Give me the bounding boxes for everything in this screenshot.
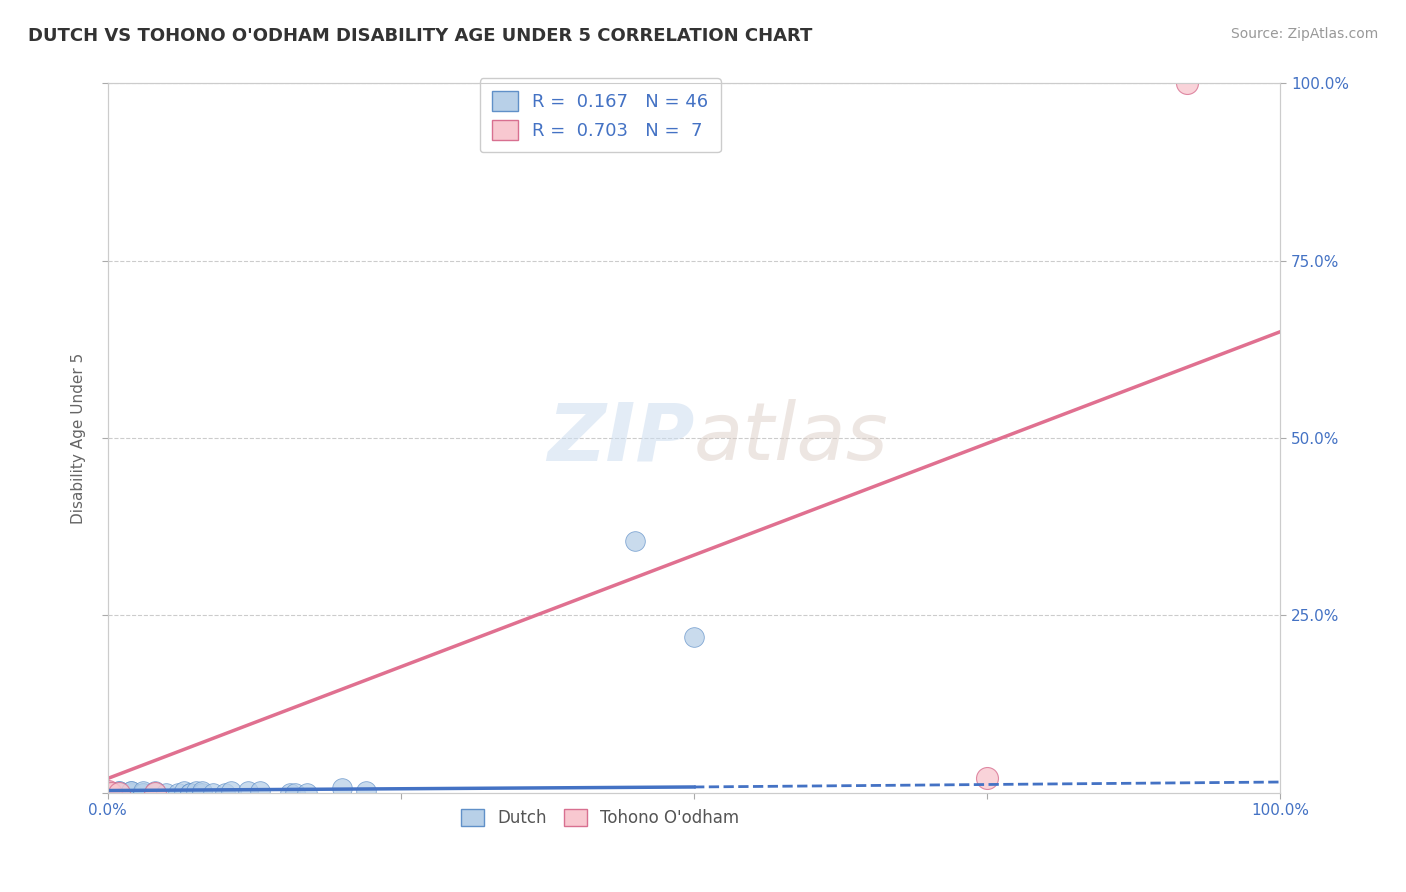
Point: [683, 630, 706, 644]
Point: [143, 784, 166, 798]
Point: [143, 786, 166, 800]
Point: [238, 784, 260, 798]
Y-axis label: Disability Age Under 5: Disability Age Under 5: [72, 352, 86, 524]
Point: [120, 784, 142, 798]
Point: [330, 781, 353, 796]
Point: [108, 784, 131, 798]
Point: [976, 772, 998, 786]
Point: [143, 786, 166, 800]
Point: [97, 786, 120, 800]
Text: Source: ZipAtlas.com: Source: ZipAtlas.com: [1230, 27, 1378, 41]
Point: [108, 786, 131, 800]
Point: [97, 786, 120, 800]
Point: [190, 784, 212, 798]
Point: [120, 786, 142, 800]
Point: [100, 786, 122, 800]
Point: [132, 786, 155, 800]
Point: [278, 786, 301, 800]
Point: [202, 786, 225, 800]
Point: [108, 783, 131, 797]
Point: [108, 786, 131, 800]
Point: [219, 784, 242, 798]
Point: [132, 786, 155, 800]
Point: [179, 786, 201, 800]
Point: [108, 786, 131, 800]
Point: [108, 786, 131, 800]
Point: [295, 786, 318, 800]
Point: [97, 786, 120, 800]
Point: [155, 786, 177, 800]
Point: [1175, 77, 1198, 91]
Point: [97, 784, 120, 798]
Point: [97, 786, 120, 800]
Point: [173, 783, 195, 797]
Point: [97, 786, 120, 800]
Point: [97, 786, 120, 800]
Text: DUTCH VS TOHONO O'ODHAM DISABILITY AGE UNDER 5 CORRELATION CHART: DUTCH VS TOHONO O'ODHAM DISABILITY AGE U…: [28, 27, 813, 45]
Point: [108, 786, 131, 800]
Point: [120, 786, 142, 800]
Point: [624, 533, 647, 548]
Point: [97, 783, 120, 797]
Text: atlas: atlas: [695, 399, 889, 477]
Legend: Dutch, Tohono O'odham: Dutch, Tohono O'odham: [454, 803, 747, 834]
Point: [214, 786, 236, 800]
Point: [120, 783, 142, 797]
Point: [249, 783, 271, 797]
Point: [97, 786, 120, 800]
Point: [184, 784, 207, 798]
Point: [284, 786, 307, 800]
Point: [179, 786, 201, 800]
Point: [167, 786, 190, 800]
Point: [97, 786, 120, 800]
Point: [97, 786, 120, 800]
Text: ZIP: ZIP: [547, 399, 695, 477]
Point: [190, 786, 212, 800]
Point: [132, 784, 155, 798]
Point: [97, 783, 120, 797]
Point: [120, 786, 142, 800]
Point: [354, 783, 377, 797]
